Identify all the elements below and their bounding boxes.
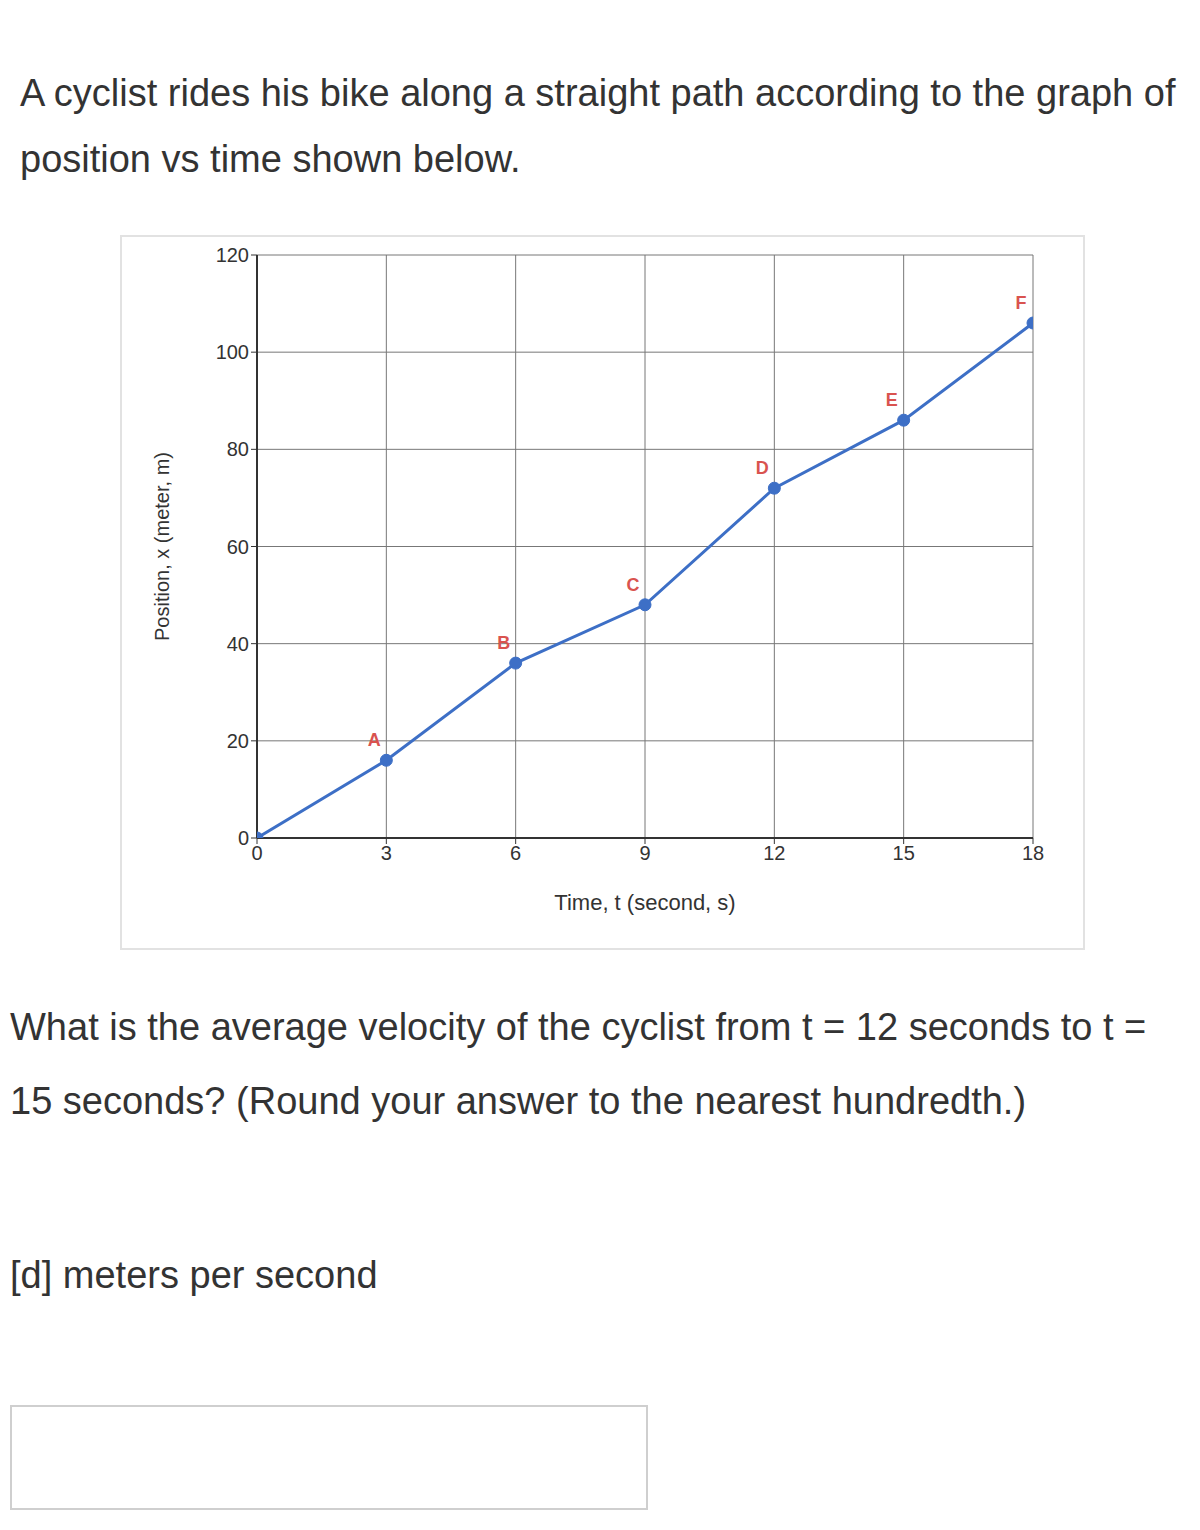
html-text:What is the average velocity o: What is the average velocity of the cycl…	[10, 1006, 1147, 1122]
svg-text:Time, t (second, s): Time, t (second, s)	[554, 890, 735, 915]
svg-text:D: D	[756, 458, 769, 478]
svg-text:100: 100	[216, 341, 249, 363]
svg-text:120: 120	[216, 244, 249, 266]
svg-text:A: A	[368, 730, 381, 750]
svg-text:15: 15	[893, 842, 915, 864]
svg-text:E: E	[886, 390, 898, 410]
svg-text:0: 0	[251, 842, 262, 864]
html-text:[d] meters per second: [d] meters per second	[10, 1254, 378, 1296]
svg-text:0: 0	[238, 827, 249, 849]
svg-text:B: B	[497, 633, 510, 653]
svg-text:3: 3	[381, 842, 392, 864]
svg-text:6: 6	[510, 842, 521, 864]
svg-text:80: 80	[227, 438, 249, 460]
svg-text:Position, x (meter, m): Position, x (meter, m)	[151, 452, 173, 641]
svg-text:12: 12	[763, 842, 785, 864]
svg-text:18: 18	[1022, 842, 1044, 864]
svg-text:60: 60	[227, 536, 249, 558]
svg-text:F: F	[1016, 293, 1027, 313]
svg-text:20: 20	[227, 730, 249, 752]
html-text:A cyclist rides his bike along: A cyclist rides his bike along a straigh…	[20, 72, 1176, 180]
svg-text:40: 40	[227, 633, 249, 655]
svg-text:9: 9	[639, 842, 650, 864]
svg-text:C: C	[627, 575, 640, 595]
